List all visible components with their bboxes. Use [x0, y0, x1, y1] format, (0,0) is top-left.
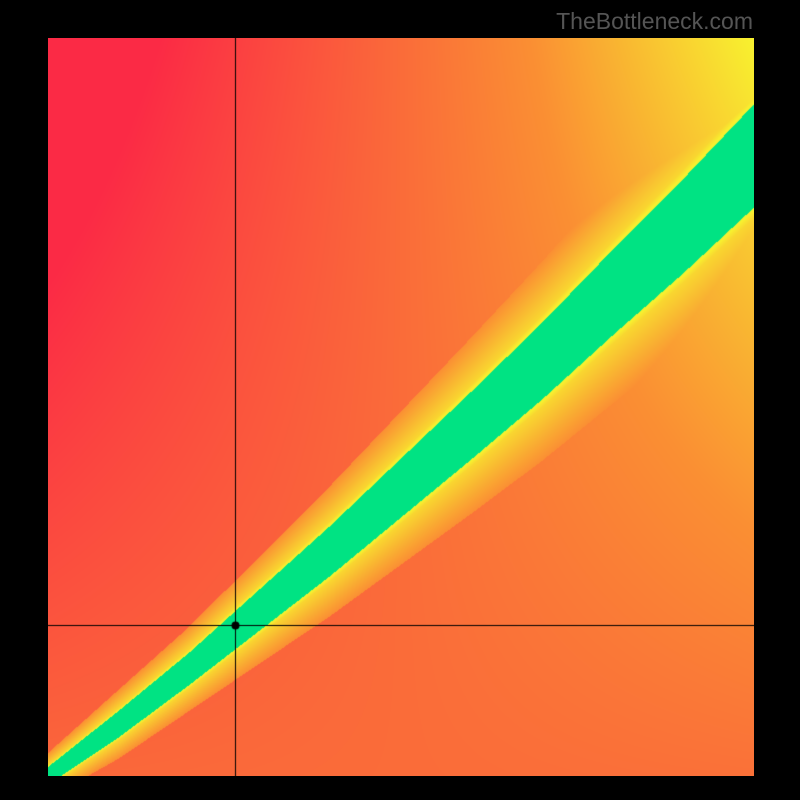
chart-container: TheBottleneck.com [0, 0, 800, 800]
bottleneck-heatmap [48, 38, 754, 776]
watermark-text: TheBottleneck.com [556, 8, 753, 35]
